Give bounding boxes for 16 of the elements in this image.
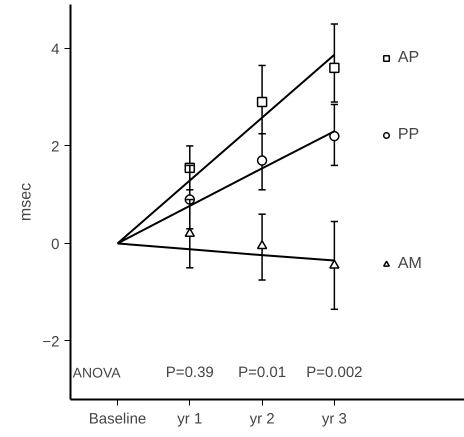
legend-label: AP — [398, 49, 420, 68]
y-tick-label: 2 — [51, 138, 60, 156]
y-tick-label: −2 — [42, 333, 60, 350]
annotation: P=0.39 — [166, 364, 214, 382]
y-axis-title: msec — [17, 182, 34, 222]
y-tick-label: 0 — [51, 236, 60, 253]
x-tick-label: yr 3 — [322, 410, 347, 428]
x-tick-label: Baseline — [88, 410, 146, 428]
x-tick-label: yr 2 — [250, 410, 275, 428]
y-tick-label: 4 — [51, 40, 60, 58]
annotation: P=0.01 — [238, 364, 286, 382]
annotation: ANOVA — [72, 364, 122, 381]
x-tick-label: yr 1 — [177, 410, 202, 428]
legend-label: AM — [398, 255, 422, 274]
annotation: P=0.002 — [306, 364, 363, 382]
legend-label: PP — [398, 126, 420, 144]
